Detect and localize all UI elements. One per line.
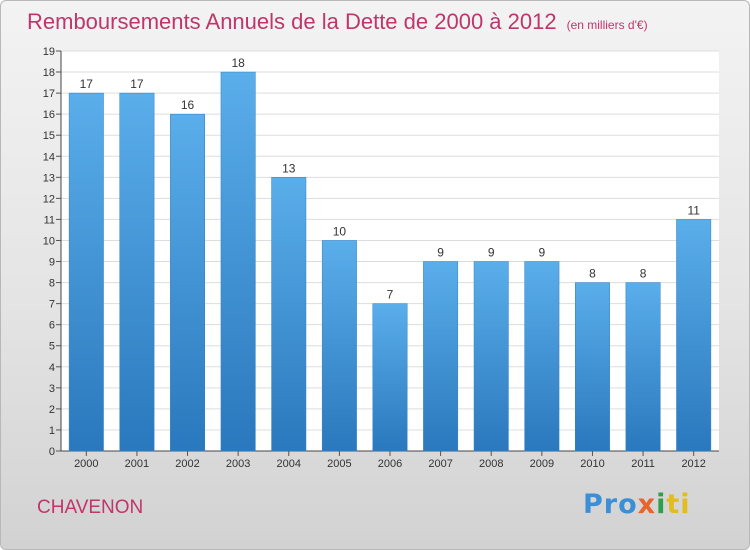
bar-value-label: 13 <box>282 161 296 175</box>
x-tick-label: 2004 <box>277 458 301 470</box>
bar <box>170 113 205 452</box>
x-tick-label: 2000 <box>74 458 98 470</box>
bar <box>423 261 459 452</box>
place-name: CHAVENON <box>37 497 144 518</box>
bar <box>321 240 357 452</box>
y-tick-label: 1 <box>49 425 55 437</box>
bar <box>524 261 560 452</box>
x-tick-label: 2008 <box>479 458 503 470</box>
brand-part-4: ti <box>666 489 691 520</box>
y-tick-label: 13 <box>43 172 55 184</box>
x-tick-label: 2005 <box>327 458 351 470</box>
bar <box>575 282 610 452</box>
y-tick-label: 18 <box>43 67 55 79</box>
brand-part-1: Pro <box>583 489 638 520</box>
bar-value-label: 10 <box>333 224 347 238</box>
y-tick-label: 17 <box>43 88 55 100</box>
y-tick-label: 8 <box>49 278 55 290</box>
x-tick-label: 2011 <box>631 458 655 470</box>
bar-value-label: 8 <box>589 267 596 281</box>
y-tick-label: 2 <box>49 404 55 416</box>
y-tick-label: 9 <box>49 257 55 269</box>
x-tick-label: 2001 <box>125 458 149 470</box>
bar-value-label: 9 <box>488 246 495 260</box>
bar <box>372 303 408 452</box>
chart-title-text: Remboursements Annuels de la Dette de 20… <box>27 9 557 34</box>
bar-value-label: 7 <box>387 288 394 302</box>
y-tick-label: 0 <box>49 446 55 458</box>
bar-value-label: 11 <box>687 203 700 217</box>
bar <box>676 219 712 452</box>
y-tick-label: 5 <box>49 341 55 353</box>
y-tick-label: 6 <box>49 320 55 332</box>
bar <box>271 177 307 452</box>
y-tick-label: 10 <box>43 235 55 247</box>
bar <box>473 261 509 452</box>
bar <box>625 282 661 452</box>
bar-value-label: 17 <box>130 77 144 91</box>
y-tick-label: 11 <box>44 214 55 226</box>
bar <box>220 71 256 452</box>
y-tick-label: 3 <box>49 383 55 395</box>
bar-value-label: 9 <box>437 246 444 260</box>
chart-subtitle: (en milliers d'€) <box>566 18 648 32</box>
y-tick-label: 16 <box>43 109 55 121</box>
x-tick-label: 2007 <box>428 458 452 470</box>
brand-part-3: i <box>656 489 667 520</box>
y-tick-label: 15 <box>43 130 55 142</box>
brand-part-2: x <box>637 489 657 520</box>
y-tick-label: 7 <box>49 299 55 311</box>
y-tick-label: 14 <box>43 151 55 163</box>
brand-logo: Proxiti <box>583 489 691 520</box>
y-tick-label: 12 <box>43 193 55 205</box>
x-tick-label: 2006 <box>378 458 402 470</box>
bar <box>68 92 104 452</box>
bar <box>119 92 155 452</box>
x-tick-label: 2002 <box>175 458 199 470</box>
y-tick-label: 19 <box>43 46 55 58</box>
x-tick-label: 2010 <box>580 458 604 470</box>
bar-value-label: 9 <box>539 246 546 260</box>
bar-value-label: 17 <box>80 77 94 91</box>
x-tick-label: 2012 <box>681 458 705 470</box>
x-tick-label: 2009 <box>530 458 554 470</box>
bar-value-label: 18 <box>231 56 245 70</box>
x-tick-label: 2003 <box>226 458 250 470</box>
chart-title: Remboursements Annuels de la Dette de 20… <box>27 9 648 35</box>
bar-value-label: 8 <box>640 267 647 281</box>
y-tick-label: 4 <box>49 362 55 374</box>
bar-value-label: 16 <box>181 98 195 112</box>
